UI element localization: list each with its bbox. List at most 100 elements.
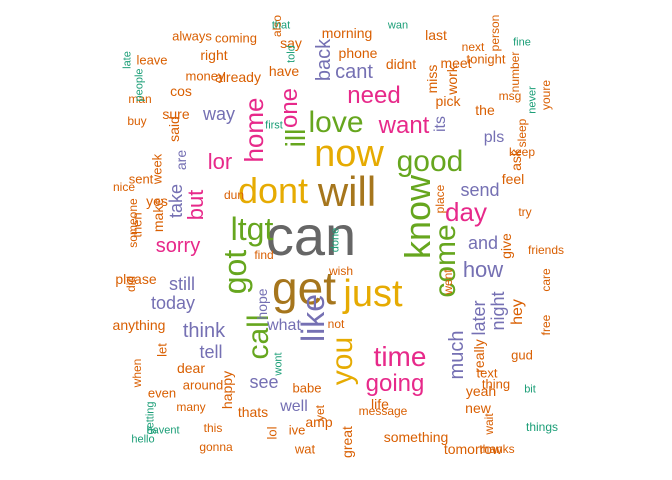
cloud-word: gud	[511, 347, 533, 363]
cloud-word: lol	[264, 426, 280, 440]
cloud-word: last	[425, 27, 447, 43]
cloud-word: thanks	[479, 442, 515, 456]
cloud-word: say	[280, 35, 302, 51]
cloud-word: wait	[482, 413, 496, 435]
cloud-word: that	[271, 19, 291, 32]
cloud-word: tell	[199, 342, 223, 362]
cloud-word: when	[130, 358, 144, 388]
cloud-word: good	[396, 145, 464, 178]
cloud-word: anything	[112, 317, 166, 333]
cloud-word: bit	[524, 383, 536, 396]
cloud-word: wont	[272, 352, 285, 376]
cloud-word: amp	[305, 414, 333, 430]
cloud-word: new	[465, 400, 491, 416]
cloud-word: many	[176, 400, 206, 414]
cloud-word: babe	[292, 380, 322, 396]
cloud-word: great	[339, 426, 355, 458]
cloud-word: wat	[294, 441, 316, 457]
cloud-word: tonight	[466, 51, 506, 67]
cloud-word: way	[202, 104, 236, 124]
cloud-word: get	[272, 262, 336, 314]
cloud-word: time	[373, 341, 427, 372]
cloud-word: person	[488, 14, 502, 52]
cloud-word: message	[358, 404, 408, 418]
cloud-word: love	[308, 106, 364, 139]
cloud-word: didnt	[385, 56, 417, 72]
cloud-word: what	[267, 317, 301, 334]
cloud-word: nice	[112, 180, 136, 194]
cloud-word: morning	[321, 25, 373, 41]
cloud-word: did	[124, 275, 138, 293]
cloud-word: well	[280, 398, 308, 415]
cloud-word: yes	[146, 193, 168, 209]
cloud-word: cos	[170, 83, 192, 99]
cloud-word: havent	[146, 424, 180, 437]
cloud-word: going	[365, 370, 425, 397]
cloud-word: give	[498, 233, 514, 259]
cloud-word: life	[371, 396, 389, 412]
cloud-word: lor	[207, 149, 233, 174]
cloud-word: the	[475, 102, 495, 118]
cloud-word: done	[329, 227, 342, 253]
cloud-word: went	[441, 269, 455, 295]
cloud-word: need	[347, 82, 401, 109]
cloud-word: thats	[237, 404, 269, 420]
cloud-word: never	[526, 86, 539, 114]
cloud-word: already	[215, 69, 261, 85]
cloud-word: buy	[127, 114, 147, 128]
cloud-word: late	[121, 51, 134, 69]
cloud-word: someone	[126, 198, 140, 248]
cloud-word: send	[460, 180, 500, 200]
cloud-word: leave	[136, 52, 168, 68]
cloud-word: sorry	[155, 235, 201, 257]
cloud-word: money	[185, 68, 225, 84]
cloud-word: hey	[509, 299, 526, 325]
cloud-word: place	[433, 184, 447, 214]
cloud-word: you	[326, 336, 359, 386]
cloud-word: how	[462, 257, 504, 282]
cloud-word: are	[173, 149, 189, 171]
cloud-word: always	[172, 28, 212, 44]
cloud-word: see	[249, 372, 279, 392]
cloud-word: this	[203, 421, 223, 435]
cloud-word: next	[461, 40, 485, 54]
cloud-word: friends	[527, 243, 565, 257]
cloud-word: let	[154, 343, 170, 357]
cloud-word: still	[169, 274, 195, 294]
cloud-word: yeah	[465, 383, 497, 399]
cloud-word: dun	[223, 188, 245, 202]
cloud-word: can	[265, 204, 357, 267]
cloud-word: cant	[335, 61, 373, 83]
cloud-word: free	[539, 314, 553, 336]
cloud-word: its	[432, 116, 449, 132]
cloud-word: think	[182, 320, 226, 342]
cloud-word: pls	[483, 129, 505, 146]
cloud-word: first	[265, 119, 283, 132]
cloud-word: miss	[424, 64, 440, 94]
cloud-word: keep	[508, 145, 536, 159]
cloud-word: thing	[481, 376, 511, 392]
cloud-word: even	[147, 385, 177, 401]
cloud-word: coming	[215, 30, 257, 46]
cloud-word: dear	[176, 360, 206, 376]
cloud-word: something	[383, 429, 449, 445]
cloud-word: sent	[128, 171, 154, 187]
cloud-word: number	[508, 51, 522, 93]
cloud-word: later	[469, 300, 489, 336]
cloud-word: phone	[338, 45, 378, 61]
cloud-word: tomorrow	[443, 441, 503, 457]
cloud-word: please	[115, 271, 157, 287]
cloud-word: gonna	[199, 440, 233, 454]
cloud-word: around	[182, 377, 224, 393]
cloud-word: dont	[237, 170, 309, 211]
cloud-word: will	[317, 168, 377, 215]
cloud-word: week	[149, 153, 165, 185]
cloud-word: ive	[288, 422, 306, 438]
cloud-word: right	[200, 47, 228, 63]
cloud-word: meet	[440, 55, 472, 71]
cloud-word: just	[343, 273, 403, 315]
cloud-word: people	[133, 68, 146, 102]
cloud-word: make	[150, 197, 166, 233]
